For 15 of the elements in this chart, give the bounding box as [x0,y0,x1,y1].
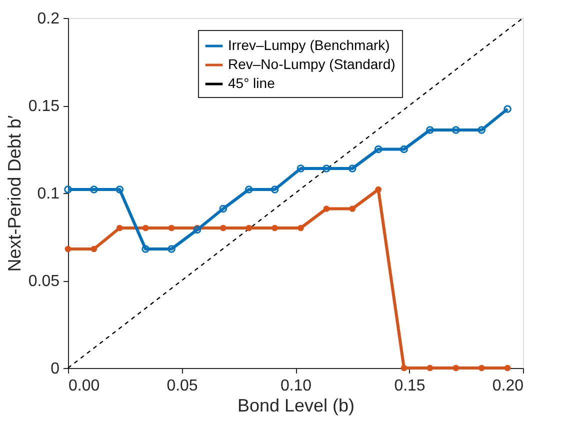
legend-label: Rev–No-Lumpy (Standard) [228,56,396,72]
x-axis-title: Bond Level (b) [237,396,355,416]
y-tick-label: 0.1 [37,186,60,202]
x-tick-label: 0.00 [68,378,100,394]
y-tick-label: 0.2 [37,10,60,28]
x-tick-label: 0.20 [492,378,524,394]
y-tick-label: 0 [50,360,60,378]
x-tick-label: 0.10 [280,378,312,394]
legend-label: 45° line [228,75,276,91]
legend-label: Irrev–Lumpy (Benchmark) [228,37,390,53]
y-tick-label: 0.05 [28,273,60,290]
x-tick-label: 0.05 [166,378,198,394]
y-axis-title: Next-Period Debt b′ [4,114,24,272]
x-tick-label: 0.15 [394,378,426,394]
y-tick-label: 0.15 [28,98,60,115]
